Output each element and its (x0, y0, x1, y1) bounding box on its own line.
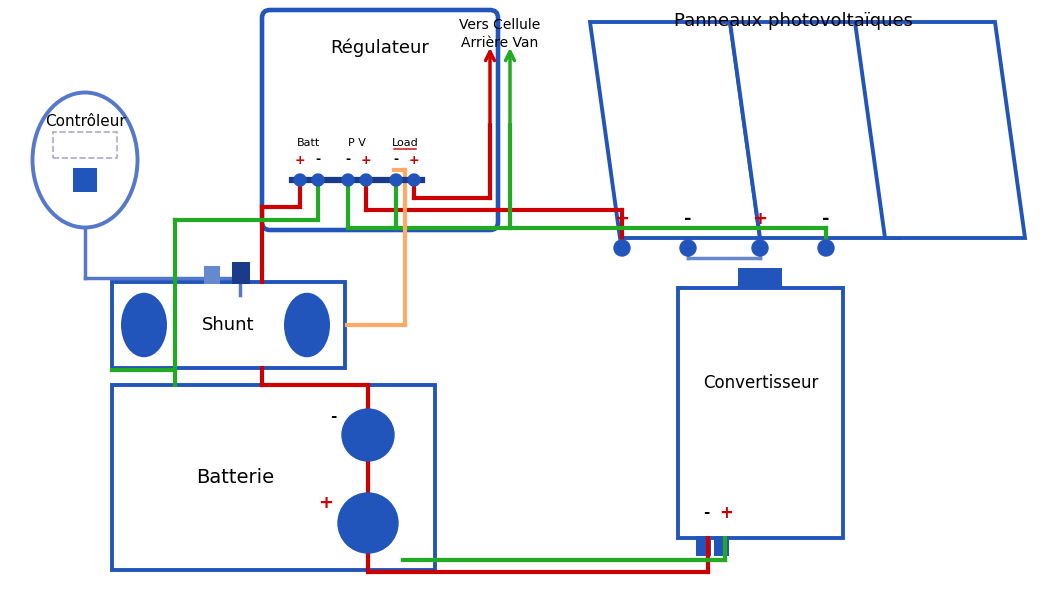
Circle shape (408, 174, 420, 186)
Circle shape (342, 409, 394, 461)
Circle shape (819, 240, 834, 256)
Text: P V: P V (348, 138, 366, 148)
Text: -: - (316, 153, 321, 167)
Text: Load: Load (391, 138, 419, 148)
Text: -: - (703, 505, 709, 520)
FancyBboxPatch shape (112, 282, 345, 368)
Bar (204, 266, 220, 284)
Text: Batterie: Batterie (196, 468, 274, 487)
Polygon shape (730, 22, 900, 238)
Circle shape (614, 240, 630, 256)
Text: +: + (294, 153, 305, 167)
Text: Batt: Batt (298, 138, 321, 148)
Ellipse shape (33, 92, 137, 227)
Circle shape (342, 174, 354, 186)
Text: Vers Cellule
Arrière Van: Vers Cellule Arrière Van (459, 18, 541, 50)
Ellipse shape (284, 292, 330, 358)
Text: Convertisseur: Convertisseur (703, 374, 819, 392)
FancyBboxPatch shape (678, 288, 843, 538)
Polygon shape (855, 22, 1025, 238)
Text: +: + (360, 153, 371, 167)
Text: -: - (393, 153, 399, 167)
FancyBboxPatch shape (261, 10, 497, 230)
Text: +: + (719, 504, 732, 522)
Circle shape (360, 174, 372, 186)
Bar (73, 168, 97, 192)
Text: +: + (753, 210, 767, 228)
Text: +: + (319, 494, 334, 512)
Circle shape (390, 174, 402, 186)
Bar (738, 268, 782, 288)
FancyBboxPatch shape (112, 385, 435, 570)
Polygon shape (590, 22, 760, 238)
Text: -: - (330, 410, 336, 424)
Text: -: - (823, 210, 830, 228)
Circle shape (680, 240, 696, 256)
Text: -: - (685, 210, 692, 228)
Ellipse shape (121, 292, 167, 358)
Text: Panneaux photovoltaïques: Panneaux photovoltaïques (674, 12, 912, 30)
Circle shape (752, 240, 767, 256)
Text: +: + (614, 210, 629, 228)
Text: Contrôleur: Contrôleur (45, 114, 125, 130)
Text: Shunt: Shunt (202, 316, 255, 334)
Bar (232, 262, 250, 284)
Bar (714, 536, 729, 556)
Bar (696, 536, 711, 556)
Text: Régulateur: Régulateur (331, 39, 429, 57)
Text: -: - (345, 153, 351, 167)
Text: +: + (408, 153, 419, 167)
Circle shape (313, 174, 324, 186)
Circle shape (338, 493, 398, 553)
Circle shape (294, 174, 306, 186)
